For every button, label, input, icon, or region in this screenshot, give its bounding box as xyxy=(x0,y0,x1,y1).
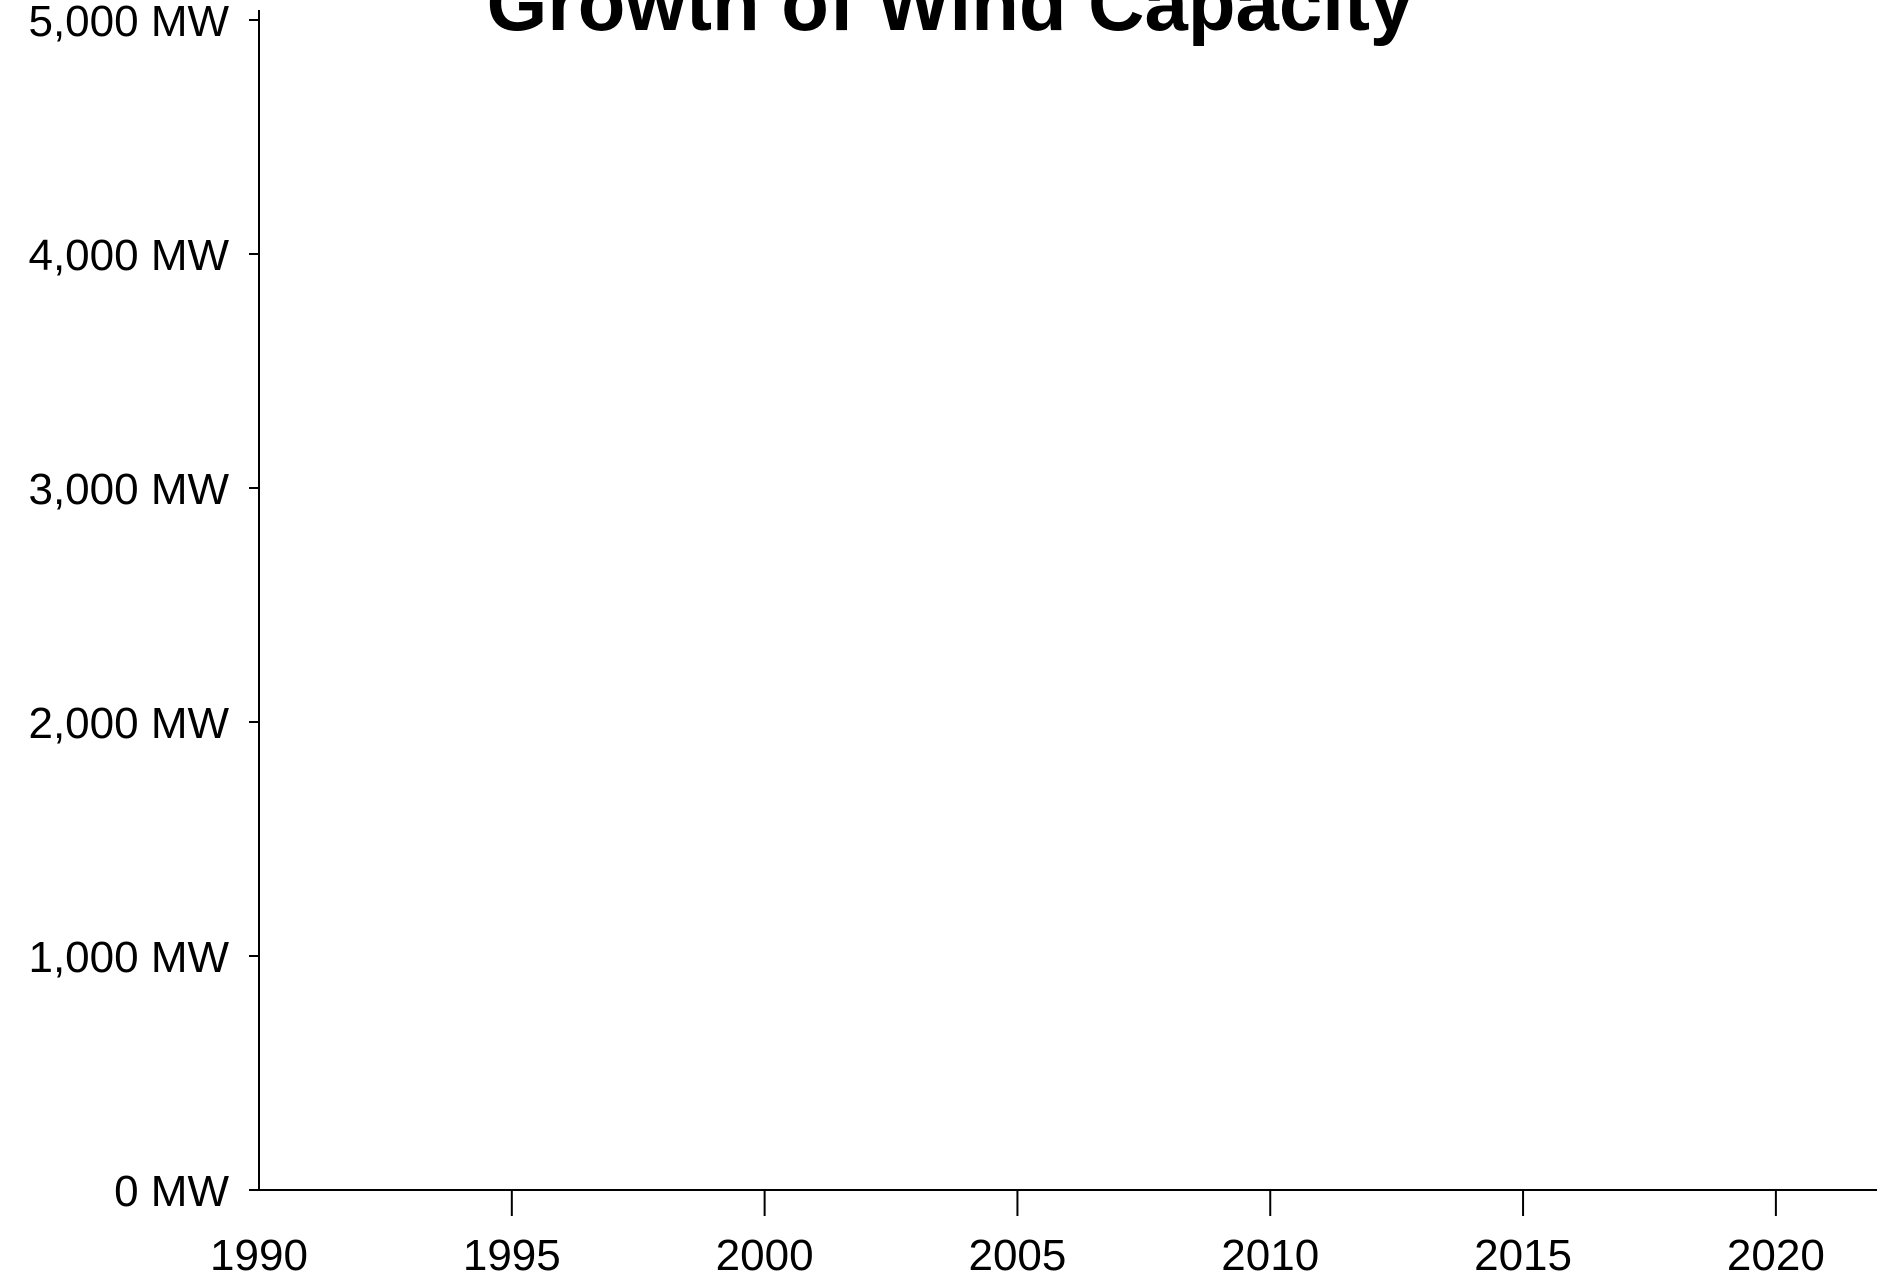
x-tick-label: 2000 xyxy=(716,1231,814,1280)
chart-title: Growth of Wind Capacity xyxy=(487,0,1414,47)
x-tick-label: 1990 xyxy=(210,1231,308,1280)
x-axis-ticks: 1990 1995 2000 2005 2010 2015 2020 xyxy=(210,1190,1825,1280)
x-tick-label: 2005 xyxy=(968,1231,1066,1280)
y-tick-label: 5,000 MW xyxy=(28,0,229,46)
y-tick-label: 4,000 MW xyxy=(28,231,229,280)
y-tick-label: 3,000 MW xyxy=(28,465,229,514)
y-tick-label: 0 MW xyxy=(114,1167,229,1216)
x-tick-label: 2015 xyxy=(1474,1231,1572,1280)
y-tick-label: 1,000 MW xyxy=(28,933,229,982)
x-tick-label: 1995 xyxy=(463,1231,561,1280)
y-axis-ticks: 0 MW 1,000 MW 2,000 MW 3,000 MW 4,000 MW 5,00… xyxy=(28,0,259,1216)
x-tick-label: 2020 xyxy=(1727,1231,1825,1280)
y-tick-label: 2,000 MW xyxy=(28,699,229,748)
x-tick-label: 2010 xyxy=(1221,1231,1319,1280)
